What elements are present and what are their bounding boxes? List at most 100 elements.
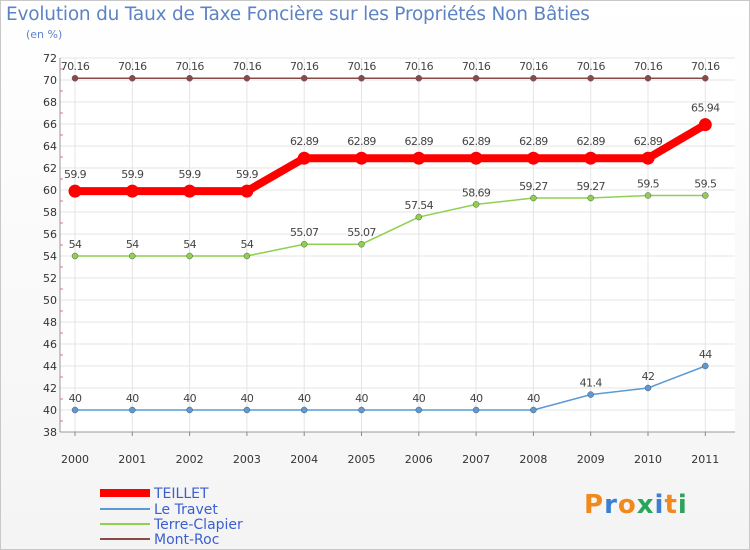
data-point <box>358 240 365 248</box>
data-point <box>125 184 139 198</box>
x-tick-label: 2001 <box>118 453 146 466</box>
data-point <box>243 74 251 82</box>
data-point <box>530 194 537 202</box>
y-tick-label: 38 <box>43 426 57 439</box>
data-point <box>530 406 537 414</box>
x-tick-label: 2008 <box>519 453 547 466</box>
data-point <box>644 192 652 199</box>
data-point <box>644 74 652 82</box>
data-point <box>243 406 251 414</box>
data-point <box>698 118 712 132</box>
data-label: 62.89 <box>405 135 434 148</box>
logo-letter: t <box>664 490 678 520</box>
y-tick-label: 42 <box>43 382 57 395</box>
data-point <box>412 151 426 165</box>
data-point <box>584 151 598 165</box>
data-label: 70.16 <box>462 60 491 73</box>
data-label: 70.16 <box>61 60 90 73</box>
data-point <box>641 151 655 165</box>
data-label: 59.27 <box>519 180 548 193</box>
data-point <box>469 151 483 165</box>
data-label: 70.16 <box>175 60 204 73</box>
data-label: 70.16 <box>691 60 720 73</box>
data-label: 62.89 <box>290 135 319 148</box>
data-label: 65.94 <box>691 102 720 115</box>
y-tick-label: 40 <box>43 404 57 417</box>
data-label: 70.16 <box>519 60 548 73</box>
data-point <box>183 184 197 198</box>
data-labels: 70.16 70.16 70.16 70.16 70.16 70.16 70.16 70.16… <box>61 60 721 405</box>
data-label: 42 <box>642 370 655 383</box>
data-point <box>300 74 308 82</box>
data-label: 62.89 <box>519 135 548 148</box>
logo-letter: x <box>636 490 655 520</box>
logo-letter: P <box>584 490 605 520</box>
data-point <box>587 194 594 202</box>
series-line-teillet <box>71 120 710 196</box>
data-point <box>186 406 193 414</box>
data-label: 40 <box>470 392 483 405</box>
unit-label: (en %) <box>26 28 63 41</box>
series-line-le-travet <box>74 365 707 411</box>
y-tick-label: 54 <box>43 250 57 263</box>
data-label: 40 <box>298 392 311 405</box>
data-label: 59.5 <box>637 178 660 191</box>
data-point <box>530 74 537 82</box>
data-label: 44 <box>699 348 712 361</box>
y-tick-label: 44 <box>43 360 57 373</box>
legend-label: Mont-Roc <box>154 532 219 548</box>
data-point <box>472 201 480 208</box>
plot-background <box>60 58 735 432</box>
data-label: 59.9 <box>236 168 259 181</box>
data-label: 40 <box>527 392 540 405</box>
data-label: 62.89 <box>462 135 491 148</box>
x-tick-label: 2002 <box>176 453 204 466</box>
data-label: 59.9 <box>64 168 87 181</box>
data-label: 40 <box>355 392 368 405</box>
data-point <box>71 406 79 414</box>
y-tick-label: 66 <box>43 118 57 131</box>
data-label: 70.16 <box>634 60 663 73</box>
data-label: 62.89 <box>634 135 663 148</box>
data-point <box>415 213 423 221</box>
data-point <box>355 151 368 165</box>
data-point <box>186 252 193 260</box>
data-point <box>129 252 136 260</box>
data-label: 55.07 <box>290 226 319 239</box>
data-label: 59.27 <box>576 180 605 193</box>
y-tick-label: 72 <box>43 52 57 65</box>
data-point <box>358 74 365 82</box>
data-label: 70.16 <box>405 60 434 73</box>
grid-lines <box>60 57 735 433</box>
data-label: 54 <box>69 238 82 251</box>
y-tick-label: 50 <box>43 294 57 307</box>
data-point <box>415 406 423 414</box>
x-tick-label: 2010 <box>634 453 662 466</box>
y-tick-label: 68 <box>43 96 57 109</box>
logo-letter: i <box>654 490 665 520</box>
data-point <box>526 151 540 165</box>
axes <box>59 58 735 436</box>
series-lines <box>71 77 710 411</box>
x-tick-label: 2003 <box>233 453 261 466</box>
data-label: 58.69 <box>462 186 491 199</box>
data-label: 70.16 <box>233 60 262 73</box>
y-tick-label: 56 <box>43 228 57 241</box>
data-label: 59.9 <box>179 168 202 181</box>
data-point <box>129 406 136 414</box>
x-tick-label: 2011 <box>691 453 719 466</box>
data-point <box>415 74 423 82</box>
data-label: 40 <box>412 392 425 405</box>
data-label: 70.16 <box>347 60 376 73</box>
y-tick-label: 58 <box>43 206 57 219</box>
data-label: 54 <box>126 238 139 251</box>
x-tick-label: 2009 <box>577 453 605 466</box>
data-point <box>358 406 365 414</box>
y-tick-label: 48 <box>43 316 57 329</box>
data-point <box>300 240 308 248</box>
data-point <box>68 184 82 198</box>
data-label: 40 <box>69 392 82 405</box>
data-point <box>472 74 480 82</box>
